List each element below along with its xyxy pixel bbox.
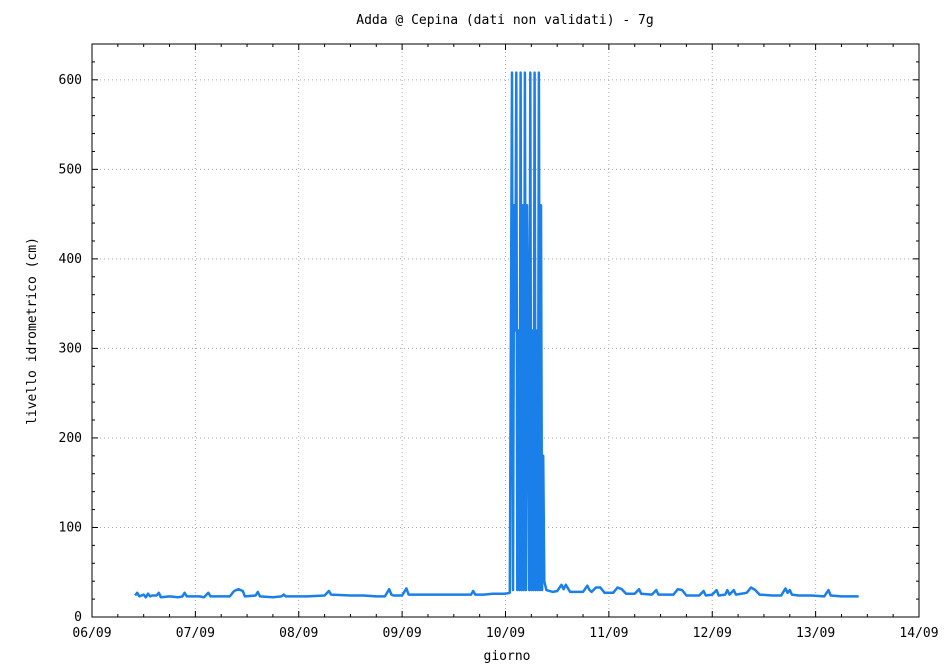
y-tick-label: 100 <box>59 520 82 535</box>
x-tick-label: 08/09 <box>279 626 318 641</box>
x-tick-label: 10/09 <box>486 626 525 641</box>
chart-title: Adda @ Cepina (dati non validati) - 7g <box>356 13 653 28</box>
y-tick-label: 200 <box>59 431 82 446</box>
y-axis-label: livello idrometrico (cm) <box>25 237 40 425</box>
series-line <box>134 71 859 599</box>
x-tick-label: 11/09 <box>589 626 628 641</box>
y-tick-label: 0 <box>74 610 82 625</box>
x-axis-label: giorno <box>484 649 531 664</box>
x-tick-label: 09/09 <box>383 626 422 641</box>
axis-ticks <box>91 44 920 618</box>
x-tick-label: 06/09 <box>72 626 111 641</box>
x-tick-label: 07/09 <box>176 626 215 641</box>
x-tick-label: 13/09 <box>796 626 835 641</box>
x-tick-labels: 06/09 07/09 08/09 09/09 10/09 11/09 12/09 13/09… <box>72 626 938 641</box>
series-layer <box>134 71 859 599</box>
y-tick-label: 400 <box>59 252 82 267</box>
y-tick-label: 600 <box>59 73 82 88</box>
x-tick-label: 14/09 <box>899 626 938 641</box>
y-tick-labels: 0 100 200 300 400 500 600 <box>59 73 82 625</box>
x-tick-label: 12/09 <box>693 626 732 641</box>
y-tick-label: 500 <box>59 162 82 177</box>
y-tick-label: 300 <box>59 341 82 356</box>
